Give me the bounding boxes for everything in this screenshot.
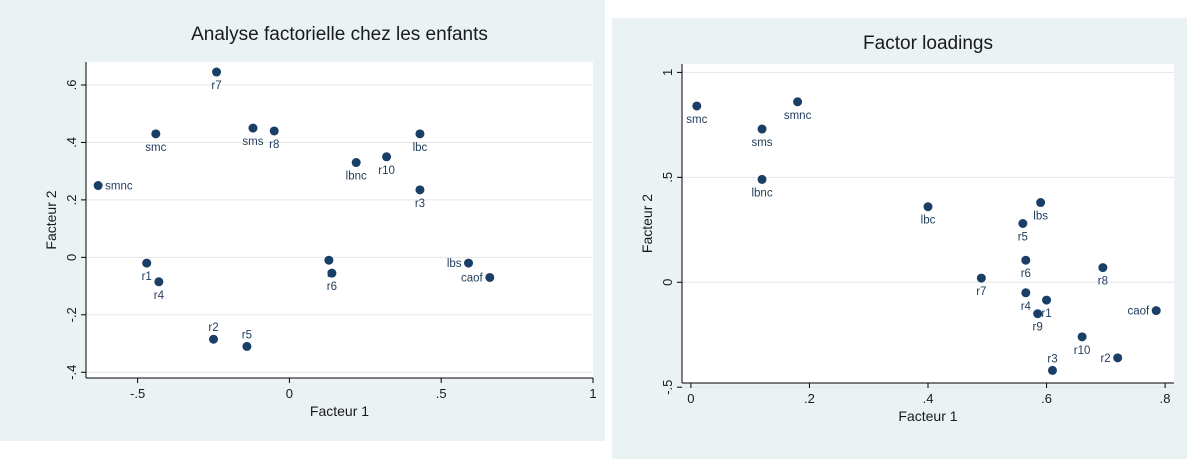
point-r7 [976, 273, 986, 283]
x-tick-label-2: .4 [923, 391, 934, 406]
point-label-r3: r3 [415, 198, 425, 210]
point-label-r6: r6 [1021, 268, 1031, 280]
y-tick-label-0: -.5 [660, 380, 675, 395]
scatter-chart-left: -.5 0 .5 1 -.4 -.2 0 .2 .4 .6 Analyse factorielle … [43, 24, 597, 419]
point-label-r8: r8 [1098, 276, 1108, 288]
point-label-smnc: smnc [105, 181, 133, 193]
point-r10 [382, 152, 392, 162]
x-axis-label: Facteur 1 [898, 408, 957, 424]
point-lbnc [351, 158, 361, 168]
point-sms [757, 124, 767, 134]
point-label-r2: r2 [208, 322, 218, 334]
point-r3 [1047, 365, 1057, 375]
point-label-r5: r5 [242, 329, 252, 341]
point-label-caof: caof [461, 272, 484, 284]
point-r3 [415, 185, 425, 195]
point-label-r7: r7 [976, 286, 986, 298]
x-tick-label-3: 1 [589, 386, 596, 401]
point-label-sms: sms [242, 136, 263, 148]
point-r8 [1098, 263, 1108, 273]
point-r5 [242, 341, 252, 351]
point-label-r1: r1 [1041, 308, 1051, 320]
point-r2 [1113, 353, 1123, 363]
point-r9 [1033, 309, 1043, 319]
point-caof [1151, 306, 1161, 316]
point-r1 [142, 258, 152, 268]
point-lbc [923, 202, 933, 212]
y-axis-label: Facteur 2 [43, 190, 59, 249]
point-label-r10: r10 [1074, 345, 1091, 357]
point-label-r10: r10 [378, 165, 395, 177]
point-lbnc [757, 174, 767, 184]
y-tick-label-2: 0 [64, 254, 79, 261]
point-lbc [415, 129, 425, 139]
point-r4 [1021, 288, 1031, 298]
point-lbs [464, 258, 474, 268]
point-smc [692, 101, 702, 111]
y-tick-label-1: 0 [660, 279, 675, 286]
plot-area [86, 62, 593, 378]
x-tick-label-1: .2 [804, 391, 815, 406]
point-caof [485, 272, 495, 282]
point-label-r3: r3 [1047, 353, 1057, 365]
point-label-lbs: lbs [1033, 211, 1048, 223]
point-label-r1: r1 [142, 271, 152, 283]
point-lbs [1036, 198, 1046, 208]
chart-panel-right: 0 .2 .4 .6 .8 -.5 0 .5 1 Factor loadings Facteur 1… [612, 18, 1187, 459]
point-label-lbc: lbc [921, 215, 936, 227]
point-label-lbnc: lbnc [346, 171, 367, 183]
point-label-lbs: lbs [447, 258, 462, 270]
point-r6 [327, 268, 337, 278]
point-label-r5: r5 [1018, 232, 1028, 244]
point-label-lbc: lbc [413, 142, 428, 154]
x-axis-label: Facteur 1 [310, 403, 369, 419]
point-r1 [1042, 295, 1052, 305]
y-tick-label-3: .2 [64, 194, 79, 205]
point-r5 [1018, 219, 1028, 228]
point-label-r2: r2 [1100, 353, 1110, 365]
y-tick-label-5: .6 [64, 80, 79, 91]
x-tick-label-3: .6 [1041, 391, 1052, 406]
point-label-r8: r8 [269, 139, 279, 151]
x-tick-label-4: .8 [1160, 391, 1171, 406]
chart-title: Analyse factorielle chez les enfants [191, 24, 488, 45]
point-label-r6: r6 [327, 281, 337, 293]
point-r8 [269, 126, 279, 136]
y-tick-label-1: -.2 [64, 307, 79, 322]
point-sms [248, 123, 258, 133]
point-label-r4: r4 [1021, 301, 1032, 313]
point-smc [151, 129, 161, 139]
point-label-smc: smc [686, 114, 707, 126]
chart-panel-left: -.5 0 .5 1 -.4 -.2 0 .2 .4 .6 Analyse factorielle … [0, 0, 605, 441]
y-tick-label-4: .4 [64, 137, 79, 148]
y-tick-label-0: -.4 [64, 365, 79, 380]
point-label-caof: caof [1127, 306, 1150, 318]
y-axis-label: Facteur 2 [639, 194, 655, 253]
point-smnc [93, 181, 103, 191]
point-r6 [1021, 255, 1031, 265]
x-tick-label-1: 0 [286, 386, 293, 401]
scatter-chart-right: 0 .2 .4 .6 .8 -.5 0 .5 1 Factor loadings Facteur 1… [639, 33, 1174, 424]
x-tick-label-2: .5 [436, 386, 447, 401]
point-r7 [212, 67, 222, 77]
point-r4 [154, 277, 164, 287]
point-label-smc: smc [145, 142, 166, 154]
point-label-r9: r9 [1033, 322, 1043, 334]
x-tick-label-0: 0 [687, 391, 694, 406]
point-r2 [209, 334, 219, 344]
plot-area [682, 64, 1174, 383]
y-tick-label-2: .5 [660, 172, 675, 183]
x-tick-label-0: -.5 [130, 386, 145, 401]
point-r10 [1077, 332, 1087, 342]
point-smnc [793, 97, 803, 107]
chart-title: Factor loadings [863, 33, 993, 54]
point-label-r7: r7 [211, 80, 221, 92]
point-r [324, 255, 334, 265]
point-label-r4: r4 [154, 290, 165, 302]
point-label-lbnc: lbnc [751, 187, 772, 199]
point-label-smnc: smnc [784, 110, 812, 122]
y-tick-label-3: 1 [660, 69, 675, 76]
point-label-sms: sms [751, 137, 772, 149]
